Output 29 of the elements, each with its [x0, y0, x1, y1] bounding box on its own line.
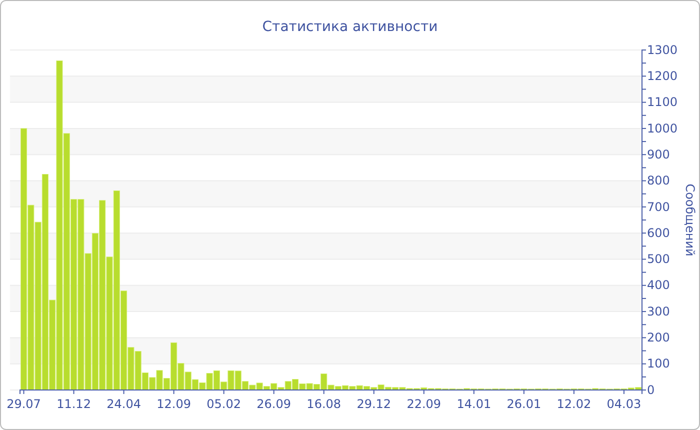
x-tick-label: 14.01	[456, 396, 492, 411]
y-axis-title: Сообщений	[683, 184, 697, 256]
y-tick-label: 1000	[647, 121, 678, 136]
x-tick-label: 24.04	[106, 396, 141, 411]
x-tick-label: 26.01	[506, 396, 542, 411]
x-tick-label: 12.09	[156, 396, 191, 411]
y-tick-label: 200	[647, 330, 670, 345]
y-tick-label: 500	[647, 252, 670, 266]
y-tick-label: 100	[647, 356, 670, 371]
x-tick-label: 05.02	[206, 396, 241, 411]
y-tick-label: 600	[647, 226, 670, 240]
y-tick-label: 300	[647, 304, 670, 318]
x-tick-label: 11.12	[56, 396, 91, 411]
y-tick-label: 1200	[647, 68, 678, 83]
y-tick-label: 700	[647, 200, 670, 214]
x-tick-label: 16.08	[306, 396, 342, 411]
y-tick-label: 1300	[647, 42, 678, 57]
y-tick-label: 0	[647, 382, 655, 397]
x-tick-label: 29.07	[6, 396, 41, 411]
x-tick-label: 26.09	[256, 396, 292, 411]
x-tick-label: 29.12	[356, 396, 392, 411]
x-tick-label: 04.03	[606, 396, 642, 411]
y-tick-label: 900	[647, 147, 670, 162]
y-tick-label: 800	[647, 174, 670, 188]
y-tick-label: 1100	[647, 95, 678, 110]
x-tick-label: 22.09	[406, 396, 442, 411]
x-tick-label: 12.02	[556, 396, 592, 411]
y-tick-label: 400	[647, 278, 670, 292]
chart-title: Статистика активности	[262, 19, 438, 35]
